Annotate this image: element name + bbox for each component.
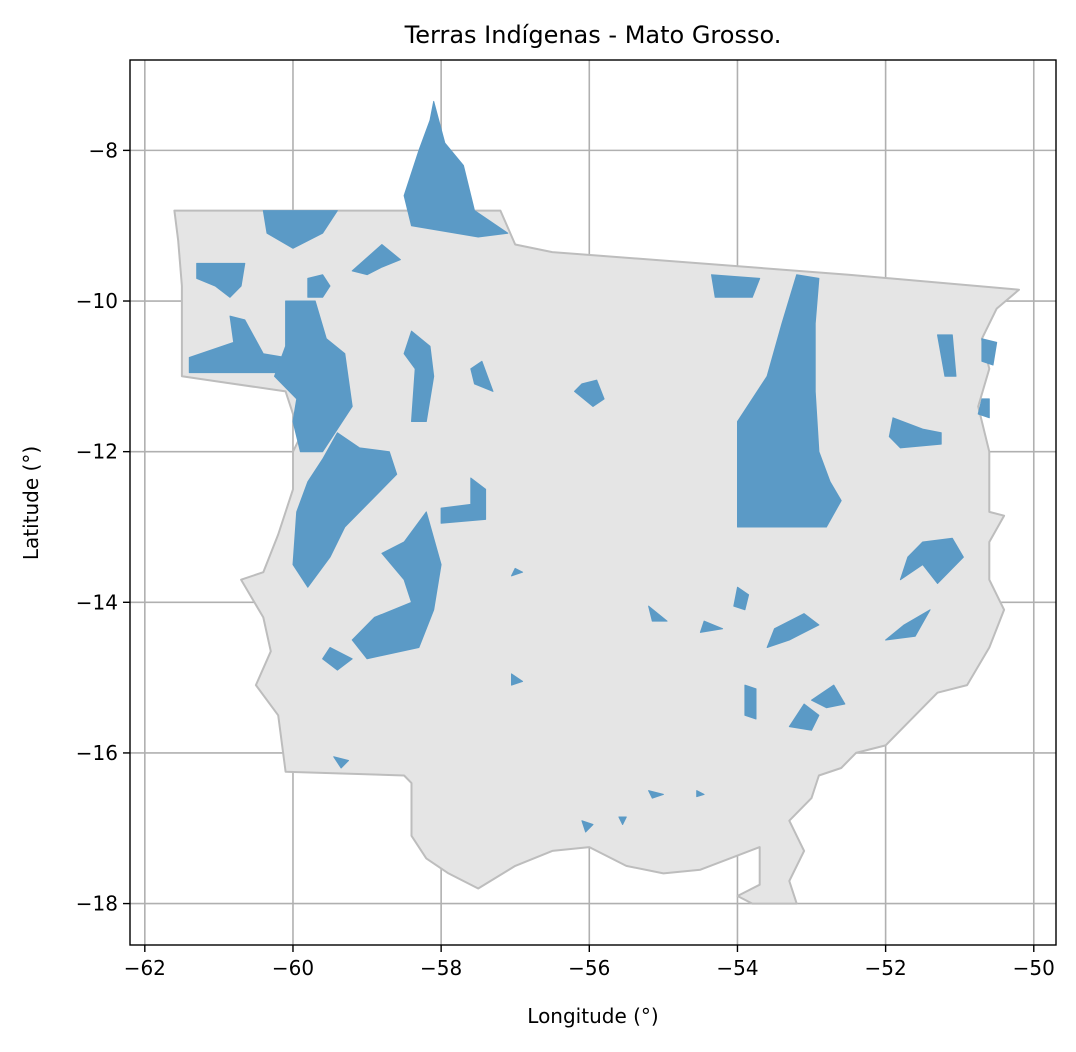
- indigenous-territory: [292, 432, 398, 588]
- indigenous-territory: [188, 315, 290, 374]
- y-tick-label: −16: [76, 741, 118, 765]
- x-axis-label: Longitude (°): [527, 1004, 658, 1028]
- x-tick-label: −58: [420, 956, 462, 980]
- indigenous-territory: [937, 334, 957, 377]
- indigenous-territory: [648, 605, 668, 622]
- x-tick-label: −62: [124, 956, 166, 980]
- indigenous-territory: [351, 511, 442, 660]
- indigenous-territory: [574, 379, 605, 407]
- indigenous-territory: [885, 609, 931, 641]
- indigenous-territory: [733, 586, 750, 611]
- indigenous-territory: [737, 274, 842, 528]
- indigenous-territory: [618, 816, 627, 825]
- indigenous-territory: [981, 338, 998, 366]
- indigenous-territory: [899, 537, 964, 584]
- y-tick-label: −8: [89, 138, 118, 162]
- indigenous-territory: [440, 477, 487, 524]
- indigenous-territory: [403, 100, 509, 238]
- indigenous-territory: [711, 274, 761, 298]
- indigenous-territory: [788, 703, 820, 731]
- indigenous-territory: [262, 210, 338, 249]
- indigenous-territory: [888, 417, 942, 449]
- plot-frame: [129, 59, 1057, 946]
- indigenous-territory: [648, 790, 664, 799]
- y-tick-label: −18: [76, 892, 118, 916]
- indigenous-territories-layer: [188, 100, 998, 833]
- x-tick-label: −54: [716, 956, 758, 980]
- x-tick-label: −52: [865, 956, 907, 980]
- indigenous-territory: [696, 790, 705, 798]
- y-axis-label: Latitude (°): [19, 446, 43, 560]
- indigenous-territory: [744, 684, 757, 720]
- indigenous-territory: [351, 244, 401, 276]
- indigenous-territory: [511, 673, 524, 686]
- x-tick-label: −56: [568, 956, 610, 980]
- indigenous-territory: [811, 684, 846, 709]
- indigenous-territory: [581, 820, 594, 833]
- indigenous-territory: [333, 756, 349, 769]
- indigenous-territory: [977, 398, 990, 419]
- x-tick-label: −60: [272, 956, 314, 980]
- x-tick-label: −50: [1013, 956, 1055, 980]
- indigenous-territory: [274, 300, 353, 453]
- indigenous-territory: [699, 620, 724, 633]
- indigenous-territory: [307, 274, 331, 298]
- indigenous-territory: [196, 262, 246, 298]
- indigenous-territory: [766, 613, 820, 648]
- indigenous-territory: [511, 567, 524, 577]
- indigenous-territory: [470, 360, 494, 392]
- y-tick-label: −10: [76, 289, 118, 313]
- indigenous-territory: [403, 330, 435, 422]
- y-tick-label: −12: [76, 440, 118, 464]
- indigenous-territory: [322, 647, 353, 671]
- y-tick-label: −14: [76, 590, 118, 614]
- axis-ticks: −62 −60 −58 −56 −54 −52 −50 −8 −10 −12 −14 −16 −18: [76, 138, 1055, 980]
- chart-title: Terras Indígenas - Mato Grosso.: [404, 21, 782, 49]
